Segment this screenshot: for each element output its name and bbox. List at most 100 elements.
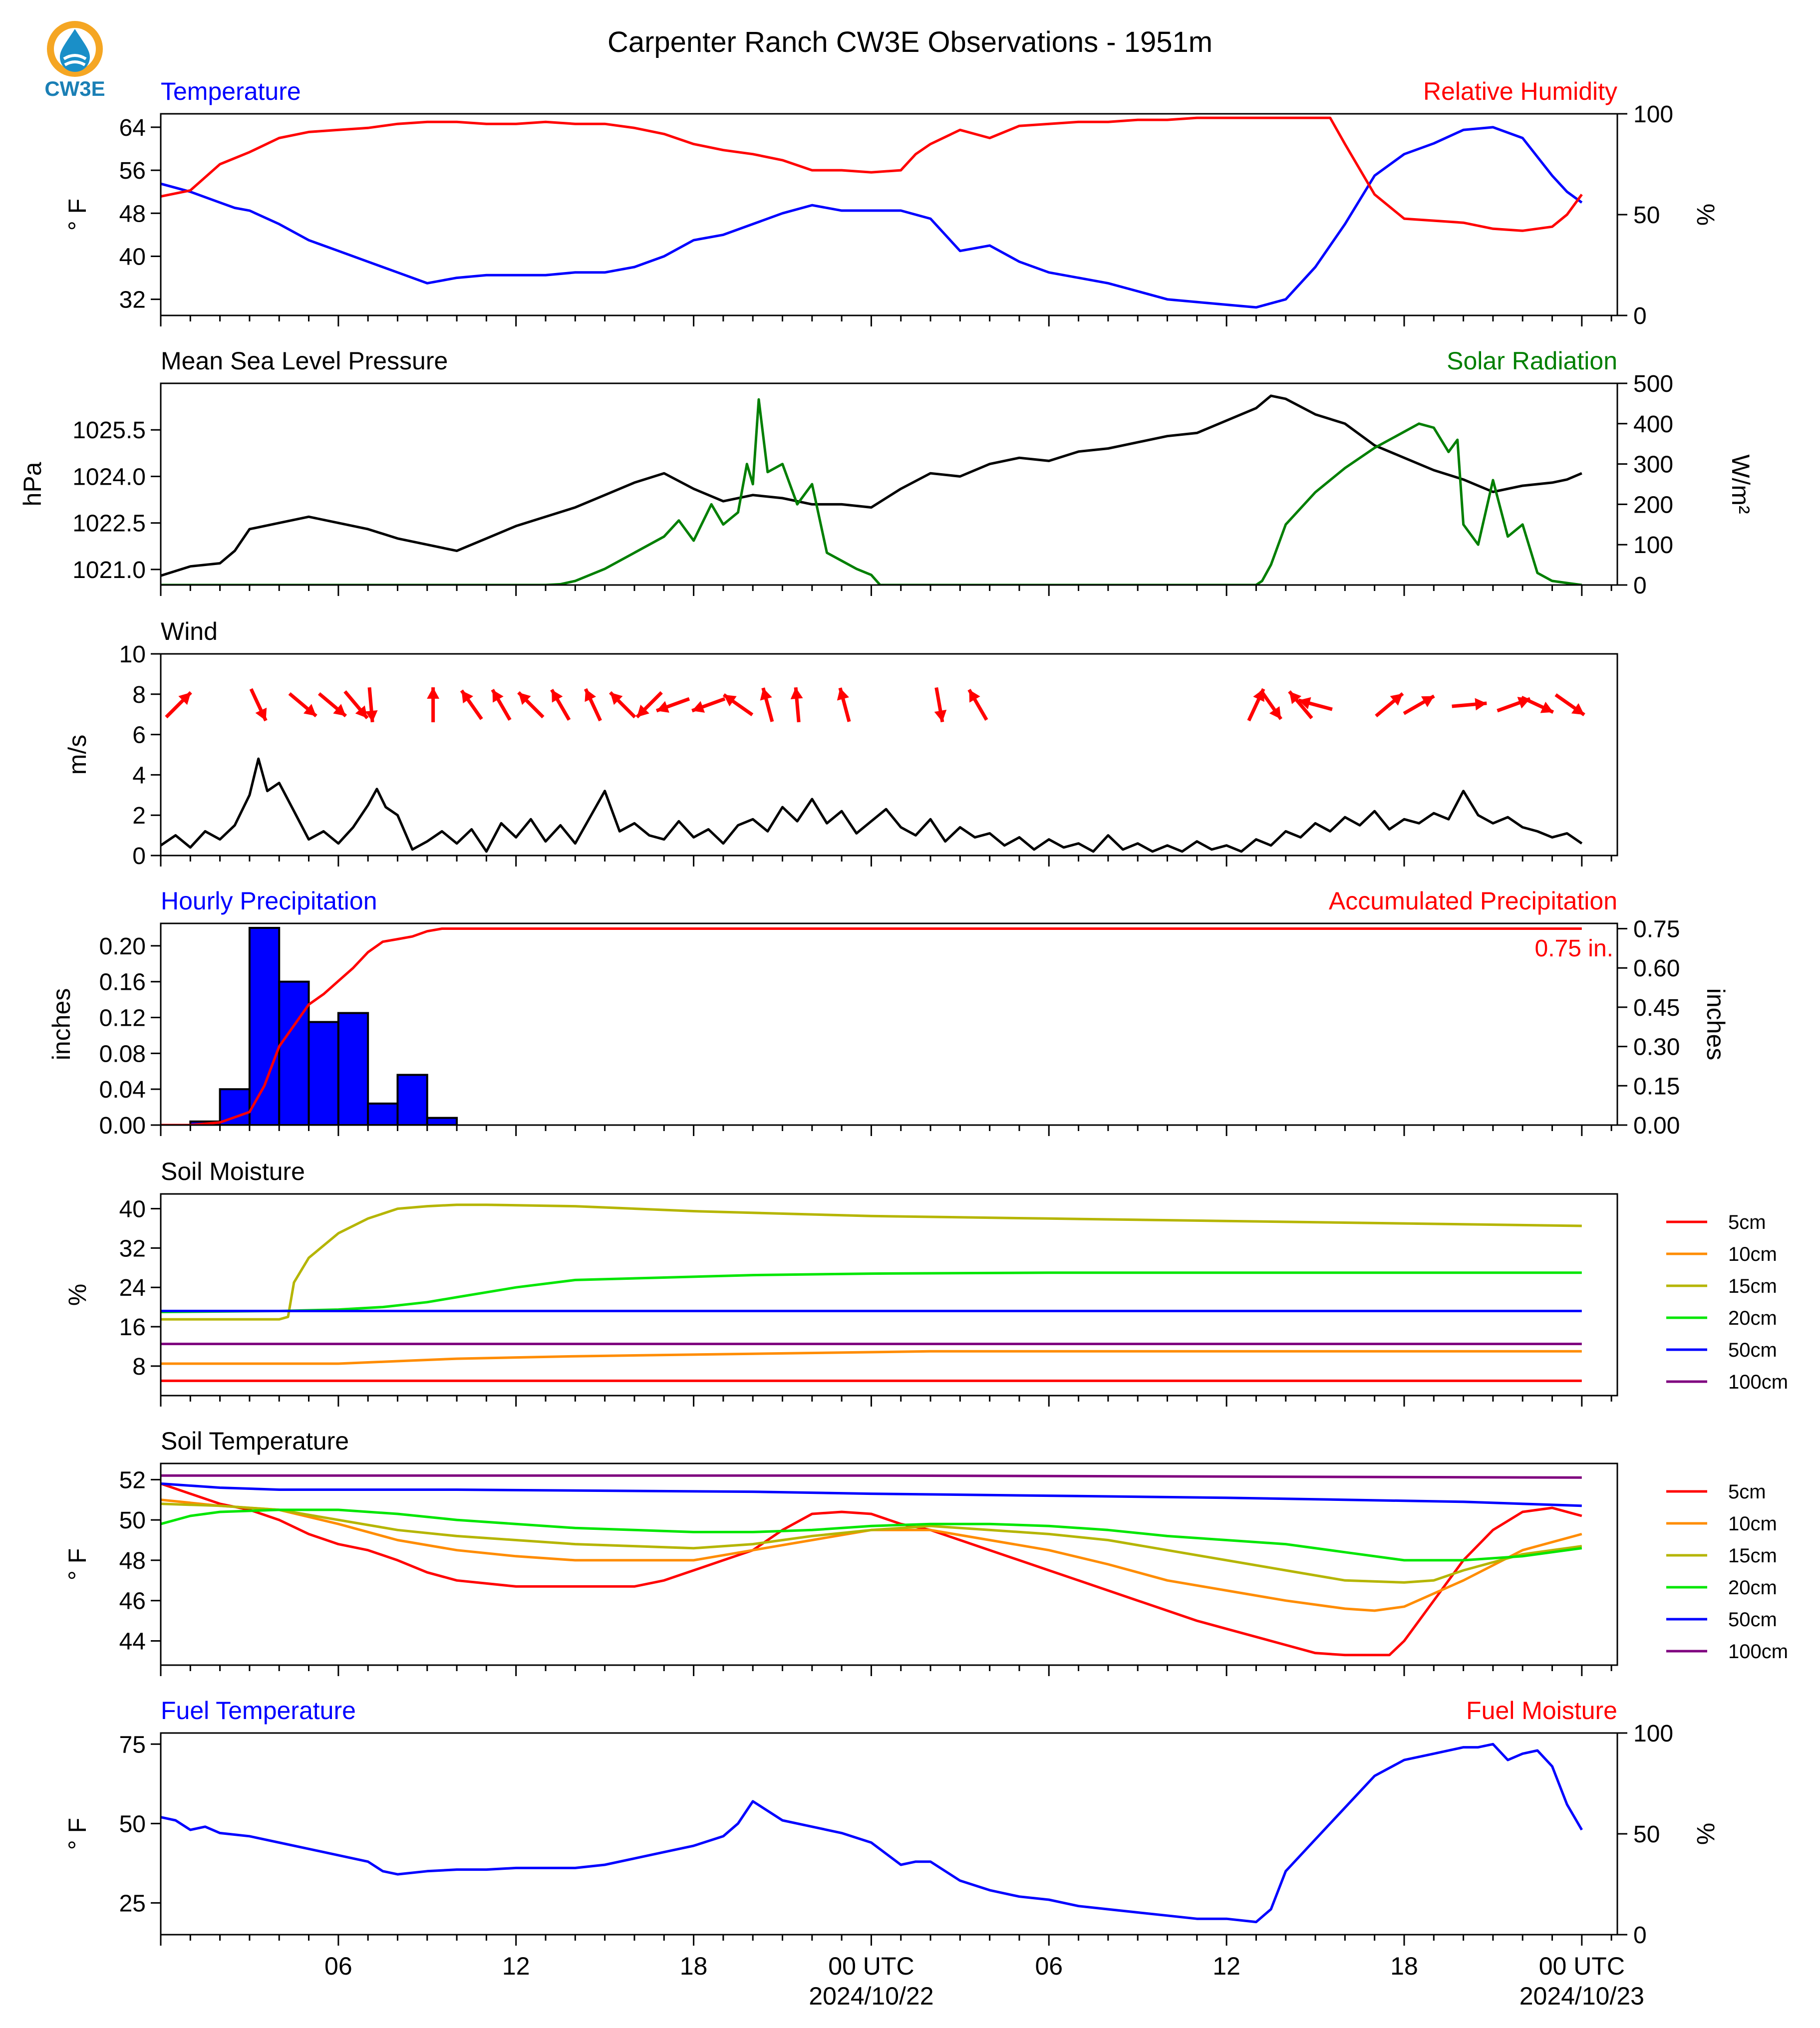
wind-arrow	[249, 688, 268, 722]
wind-arrow	[1403, 694, 1435, 715]
wind-arrow	[365, 687, 378, 723]
precip-bar	[248, 926, 281, 1125]
y-tick-label: 2	[132, 803, 146, 829]
y-tick-label: 32	[119, 287, 146, 313]
y2-tick-label: 0.45	[1633, 995, 1680, 1021]
logo-text: CW3E	[44, 77, 105, 100]
y-tick-label: 1022.5	[72, 511, 146, 537]
legend-label: 50cm	[1728, 1339, 1777, 1361]
plot-area	[161, 1742, 1583, 1924]
y-tick-label: 1024.0	[72, 464, 146, 490]
y-tick-label: 48	[119, 201, 146, 227]
wind-arrow	[1259, 689, 1283, 720]
panel-frame	[160, 922, 1618, 1126]
precip-bar	[307, 1021, 339, 1125]
y-axis-label: hPa	[18, 462, 46, 506]
panel-fuel: Fuel Temperature Fuel Moisture 25 50 75 ° F 0 5…	[63, 1697, 1720, 1949]
y2-axis-label: inches	[1702, 988, 1730, 1061]
panel-frame	[160, 1462, 1618, 1666]
legend-label: 5cm	[1728, 1481, 1766, 1503]
cw3e-logo: CW3E	[44, 21, 105, 100]
y2-axis-label: %	[1692, 204, 1720, 226]
y2-tick-label: 400	[1633, 411, 1673, 438]
wind-arrow	[517, 691, 545, 719]
y2-tick-label: 100	[1633, 1721, 1673, 1747]
y-axis-label: ° F	[63, 1818, 91, 1850]
wind-arrow	[790, 687, 803, 723]
legend: 5cm 10cm 15cm 20cm 50cm 100cm	[1666, 1481, 1788, 1663]
y-tick-label: 0.00	[99, 1113, 146, 1139]
y-tick-label: 8	[132, 1354, 146, 1380]
wind-arrow	[722, 693, 754, 716]
y2-tick-label: 0.30	[1633, 1034, 1680, 1061]
panel-temp_rh: Temperature Relative Humidity 32 40 48 56 64 ° …	[63, 77, 1720, 329]
wind-arrow	[635, 691, 663, 719]
y2-tick-label: 50	[1633, 202, 1660, 229]
y-tick-label: 48	[119, 1548, 146, 1574]
wind-arrow	[655, 697, 690, 713]
wind-arrow	[691, 697, 726, 713]
wind-arrow	[1298, 697, 1333, 711]
x-tick-label: 18	[1390, 1952, 1418, 1980]
wind-arrow	[550, 688, 571, 721]
panel-title-left: Mean Sea Level Pressure	[161, 347, 448, 375]
y2-tick-label: 100	[1633, 532, 1673, 559]
y-tick-label: 1025.5	[72, 417, 146, 444]
panel-soil_temperature: Soil Temperature 44 46 48 50 52 ° F 5cm 10cm 15cm…	[63, 1427, 1788, 1676]
y-tick-label: 0.12	[99, 1005, 146, 1032]
wind-arrow	[837, 687, 851, 722]
wind-arrow	[1288, 690, 1313, 720]
y-tick-label: 64	[119, 115, 146, 141]
panel-frame	[160, 382, 1618, 586]
precip-bar	[337, 1012, 369, 1125]
y-tick-label: 0.20	[99, 933, 146, 960]
y2-tick-label: 500	[1633, 371, 1673, 397]
y-tick-label: 0.08	[99, 1041, 146, 1067]
y-tick-label: 25	[119, 1890, 146, 1917]
precip-bar	[396, 1074, 428, 1125]
y-axis-label: inches	[47, 988, 75, 1061]
wind-arrow	[165, 691, 192, 719]
wind-arrow	[934, 687, 947, 723]
y-axis-label: m/s	[63, 735, 91, 775]
plot-area	[161, 1474, 1582, 1657]
series-line-0	[161, 927, 1582, 1125]
y-tick-label: 16	[119, 1314, 146, 1341]
plot-area	[161, 116, 1583, 309]
x-tick-label: 12	[1213, 1952, 1240, 1980]
panel-title-left: Temperature	[161, 77, 301, 105]
panel-frame	[160, 1193, 1618, 1397]
plot-area	[161, 687, 1585, 853]
panel-title-left: Fuel Temperature	[161, 1697, 356, 1725]
y-tick-label: 0	[132, 843, 146, 869]
y-axis-label: ° F	[63, 1548, 91, 1580]
x-tick-label: 00 UTC	[828, 1952, 914, 1980]
series-line-0	[161, 394, 1582, 577]
wind-arrow	[1452, 698, 1487, 711]
plot-area	[161, 1203, 1582, 1382]
y2-axis-label: W/m²	[1727, 454, 1755, 514]
y-tick-label: 40	[119, 244, 146, 270]
legend-label: 100cm	[1728, 1641, 1788, 1663]
precip-bar	[426, 1117, 458, 1125]
y2-tick-label: 0.75	[1633, 916, 1680, 942]
y-tick-label: 6	[132, 722, 146, 749]
legend-label: 10cm	[1728, 1513, 1777, 1535]
series-line-5	[161, 1474, 1582, 1479]
panel-pressure_solar: Mean Sea Level Pressure Solar Radiation 10…	[18, 347, 1755, 599]
series-line-1	[161, 116, 1583, 232]
legend-label: 15cm	[1728, 1275, 1777, 1297]
y-axis-label: ° F	[63, 199, 91, 231]
y2-axis-label: %	[1692, 1823, 1720, 1845]
y-tick-label: 1021.0	[72, 557, 146, 583]
series-line-1	[161, 1350, 1582, 1365]
y-tick-label: 44	[119, 1629, 146, 1655]
y-tick-label: 32	[119, 1235, 146, 1262]
x-tick-label: 06	[324, 1952, 352, 1980]
panels: Temperature Relative Humidity3240485664° …	[18, 77, 1788, 1949]
panel-title-left: Soil Moisture	[161, 1158, 305, 1185]
panel-title-right: Solar Radiation	[1447, 347, 1617, 375]
y-tick-label: 40	[119, 1196, 146, 1223]
